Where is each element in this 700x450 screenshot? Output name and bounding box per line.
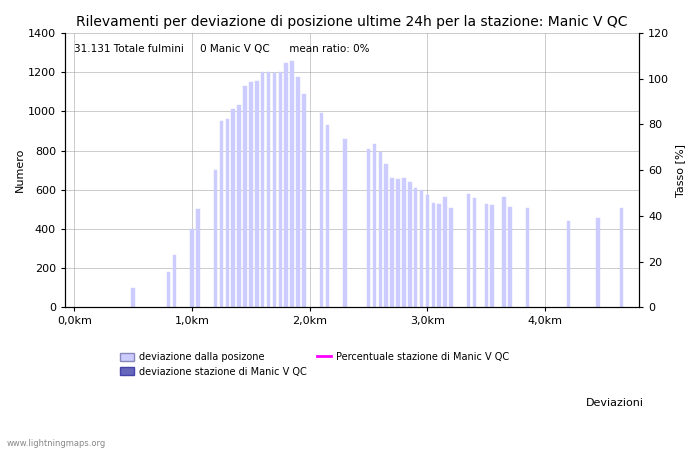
Bar bbox=[343, 139, 346, 307]
Bar bbox=[426, 195, 429, 307]
Bar bbox=[302, 94, 306, 307]
Bar bbox=[367, 148, 370, 307]
Bar bbox=[484, 203, 488, 307]
Bar bbox=[391, 178, 394, 307]
Bar bbox=[379, 152, 382, 307]
Text: Deviazioni: Deviazioni bbox=[586, 398, 644, 408]
Y-axis label: Tasso [%]: Tasso [%] bbox=[675, 144, 685, 197]
Bar bbox=[414, 188, 417, 307]
Bar bbox=[261, 72, 265, 307]
Bar bbox=[449, 208, 453, 307]
Bar bbox=[255, 81, 258, 307]
Bar bbox=[243, 86, 247, 307]
Title: Rilevamenti per deviazione di posizione ultime 24h per la stazione: Manic V QC: Rilevamenti per deviazione di posizione … bbox=[76, 15, 628, 29]
Bar bbox=[326, 125, 329, 307]
Bar bbox=[249, 82, 253, 307]
Bar bbox=[273, 73, 276, 307]
Bar bbox=[467, 194, 470, 307]
Bar bbox=[408, 182, 412, 307]
Bar bbox=[225, 119, 229, 307]
Text: www.lightningmaps.org: www.lightningmaps.org bbox=[7, 439, 106, 448]
Bar bbox=[267, 72, 270, 307]
Bar bbox=[173, 255, 176, 307]
Bar bbox=[232, 109, 235, 307]
Bar bbox=[432, 202, 435, 307]
Bar bbox=[237, 105, 241, 307]
Bar bbox=[372, 144, 376, 307]
Bar bbox=[396, 179, 400, 307]
Bar bbox=[196, 209, 200, 307]
Bar bbox=[167, 272, 170, 307]
Bar bbox=[296, 77, 300, 307]
Bar bbox=[284, 63, 288, 307]
Bar bbox=[290, 61, 294, 307]
Bar bbox=[214, 170, 217, 307]
Bar bbox=[438, 203, 441, 307]
Bar bbox=[508, 207, 512, 307]
Bar bbox=[596, 218, 600, 307]
Bar bbox=[567, 221, 570, 307]
Bar bbox=[502, 197, 505, 307]
Bar bbox=[526, 208, 529, 307]
Y-axis label: Numero: Numero bbox=[15, 148, 25, 193]
Bar bbox=[402, 178, 406, 307]
Bar bbox=[384, 164, 388, 307]
Bar bbox=[420, 190, 424, 307]
Bar bbox=[473, 198, 476, 307]
Legend: deviazione dalla posizone, deviazione stazione di Manic V QC, Percentuale stazio: deviazione dalla posizone, deviazione st… bbox=[116, 348, 513, 381]
Bar bbox=[620, 208, 624, 307]
Bar bbox=[443, 197, 447, 307]
Bar bbox=[491, 204, 494, 307]
Bar bbox=[132, 288, 135, 307]
Bar bbox=[190, 229, 194, 307]
Bar bbox=[220, 121, 223, 307]
Text: 31.131 Totale fulmini     0 Manic V QC      mean ratio: 0%: 31.131 Totale fulmini 0 Manic V QC mean … bbox=[74, 44, 369, 54]
Bar bbox=[320, 113, 323, 307]
Bar bbox=[279, 72, 282, 307]
